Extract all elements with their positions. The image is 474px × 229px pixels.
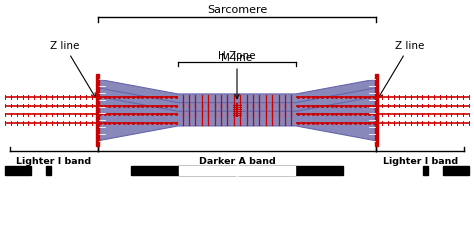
Bar xyxy=(96,74,99,146)
Text: Lighter I band: Lighter I band xyxy=(383,157,458,166)
Bar xyxy=(131,166,343,175)
Text: Lighter I band: Lighter I band xyxy=(16,157,91,166)
Text: H Zone: H Zone xyxy=(218,51,256,61)
Text: Z line: Z line xyxy=(50,41,96,98)
Bar xyxy=(179,166,295,175)
Polygon shape xyxy=(98,96,376,141)
Bar xyxy=(423,166,428,175)
Text: Sarcomere: Sarcomere xyxy=(207,5,267,15)
Text: M line: M line xyxy=(221,53,253,99)
Text: Z line: Z line xyxy=(378,41,424,98)
Polygon shape xyxy=(98,79,376,124)
Bar xyxy=(46,166,51,175)
Bar xyxy=(179,166,295,175)
Bar xyxy=(5,166,31,175)
Bar xyxy=(375,74,378,146)
Polygon shape xyxy=(98,88,376,132)
Text: Darker A band: Darker A band xyxy=(199,157,275,166)
Bar xyxy=(443,166,469,175)
